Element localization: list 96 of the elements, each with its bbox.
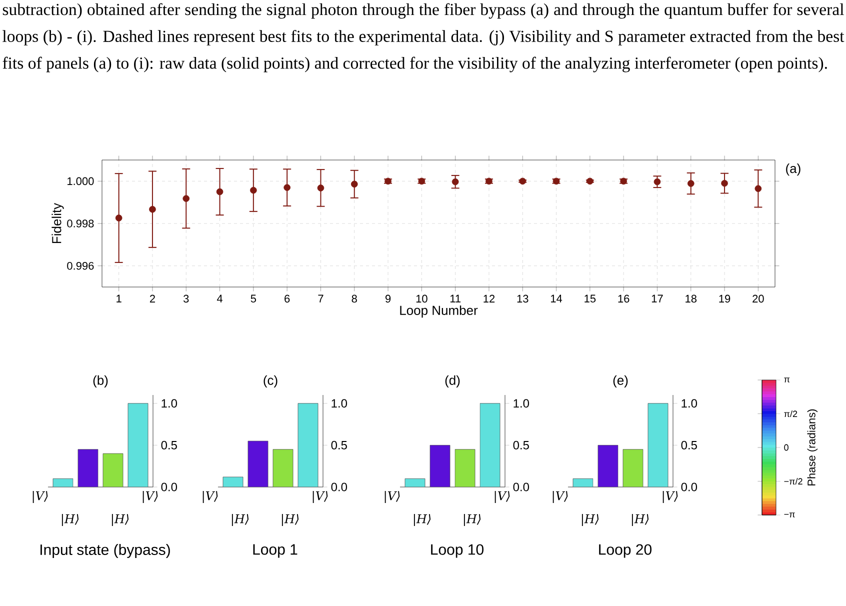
text: |V⟩ bbox=[32, 490, 48, 503]
x-tick-label: 12 bbox=[484, 294, 495, 302]
bar bbox=[454, 449, 476, 487]
color-bar-label: π bbox=[784, 378, 790, 382]
point bbox=[350, 180, 358, 188]
color-bar-label: −π bbox=[784, 512, 795, 518]
bar bbox=[648, 403, 668, 487]
bar bbox=[52, 478, 74, 487]
point bbox=[216, 188, 224, 196]
point bbox=[317, 184, 324, 192]
x-axis-title: Loop Number bbox=[400, 305, 478, 318]
x-tick-label: 11 bbox=[450, 294, 461, 302]
text: |H⟩ bbox=[232, 514, 249, 526]
x-tick-label: 15 bbox=[584, 294, 596, 302]
x-tick-label: 17 bbox=[652, 294, 663, 302]
text: |V⟩ bbox=[494, 490, 510, 503]
color-bar-label: 0 bbox=[784, 444, 788, 451]
text: |H⟩ bbox=[464, 514, 481, 526]
x-tick-label: 2 bbox=[150, 294, 155, 302]
text: |V⟩ bbox=[142, 490, 158, 503]
x-tick-label: 10 bbox=[416, 294, 428, 303]
bar bbox=[404, 478, 426, 487]
x-tick-label: 3 bbox=[183, 294, 189, 303]
x-axis-title: Loop 1 bbox=[253, 544, 298, 558]
point bbox=[586, 178, 594, 185]
x-tick-label: 1 bbox=[116, 294, 122, 302]
y-tick-label: 0.0 bbox=[331, 482, 348, 492]
chart-title: (d) bbox=[445, 375, 460, 388]
y-tick-label: 0.998 bbox=[67, 220, 94, 228]
text: |V⟩ bbox=[312, 490, 328, 503]
y-tick-label: 0.0 bbox=[161, 482, 178, 492]
text: |H⟩ bbox=[282, 514, 299, 526]
point bbox=[519, 178, 526, 185]
text: |H⟩ bbox=[112, 514, 129, 526]
y-tick-label: 1.000 bbox=[68, 177, 94, 186]
x-axis-title: Loop 20 bbox=[599, 544, 652, 558]
y-axis-title: Fidelity bbox=[52, 202, 64, 244]
x-axis-title: Input state (bypass) bbox=[40, 544, 170, 558]
y-tick-label: 0.996 bbox=[67, 262, 94, 270]
bar bbox=[102, 453, 124, 487]
point bbox=[182, 195, 190, 202]
chart-title: (e) bbox=[613, 375, 628, 388]
y-tick-label: 1.0 bbox=[332, 399, 348, 408]
chart-title: (b) bbox=[93, 375, 108, 388]
text: (a) bbox=[786, 164, 800, 176]
text: |V⟩ bbox=[662, 490, 678, 503]
x-tick-label: 7 bbox=[318, 294, 324, 302]
bar bbox=[622, 449, 644, 487]
x-tick-label: 13 bbox=[517, 294, 528, 303]
y-tick-label: 0.0 bbox=[513, 482, 530, 492]
text: |V⟩ bbox=[384, 490, 400, 503]
text: |H⟩ bbox=[632, 514, 649, 526]
text: |H⟩ bbox=[582, 514, 599, 526]
text: |V⟩ bbox=[202, 490, 218, 503]
bar bbox=[128, 403, 148, 487]
x-tick-label: 9 bbox=[385, 294, 391, 303]
point bbox=[250, 186, 257, 194]
x-tick-label: 19 bbox=[719, 294, 730, 303]
x-axis-title: Loop 10 bbox=[431, 544, 484, 558]
y-tick-label: 0.5 bbox=[161, 440, 177, 450]
text: |H⟩ bbox=[62, 514, 79, 526]
point bbox=[149, 206, 156, 213]
y-tick-label: 0.0 bbox=[681, 482, 698, 492]
y-tick-label: 0.5 bbox=[681, 440, 697, 450]
bar bbox=[430, 444, 450, 487]
color-bar-label: −π/2 bbox=[784, 478, 802, 485]
y-tick-label: 0.5 bbox=[513, 440, 529, 450]
x-tick-label: 16 bbox=[618, 294, 630, 303]
text: |V⟩ bbox=[552, 490, 568, 503]
bar bbox=[572, 478, 594, 487]
point bbox=[721, 180, 728, 187]
bar bbox=[480, 403, 500, 487]
point bbox=[284, 184, 290, 191]
x-tick-label: 20 bbox=[752, 294, 764, 303]
x-tick-label: 8 bbox=[352, 294, 357, 303]
color-bar-label: π/2 bbox=[784, 410, 798, 418]
point bbox=[687, 180, 694, 187]
x-tick-label: 5 bbox=[250, 294, 256, 302]
y-tick-label: 1.0 bbox=[682, 399, 698, 408]
text: |H⟩ bbox=[414, 514, 431, 526]
x-tick-label: 18 bbox=[686, 294, 697, 303]
point bbox=[754, 185, 762, 192]
y-tick-label: 0.5 bbox=[331, 440, 347, 450]
point bbox=[654, 178, 661, 186]
point bbox=[115, 214, 122, 222]
x-tick-label: 14 bbox=[550, 294, 562, 302]
text: subtraction) obtained after sending the signal photon through the fiber bypass (a) and through the quantum buffer for several loops (b) - (i). Dashed lines represent best fits to the experimental data. (j) Visibility and S parameter extracted from the best fits of panels (a) to (i): raw data (solid points) and corrected for the visibility of the analyzing interferometer (open points). bbox=[2, 3, 844, 72]
x-tick-label: 6 bbox=[284, 294, 290, 303]
chart-title: (c) bbox=[264, 375, 278, 388]
color-bar-title: Phase (radians) bbox=[807, 409, 818, 486]
x-tick-label: 4 bbox=[216, 294, 223, 302]
point bbox=[452, 178, 459, 186]
bar bbox=[598, 444, 618, 487]
y-tick-label: 1.0 bbox=[162, 399, 178, 408]
y-tick-label: 1.0 bbox=[514, 399, 530, 408]
bar bbox=[78, 449, 98, 487]
